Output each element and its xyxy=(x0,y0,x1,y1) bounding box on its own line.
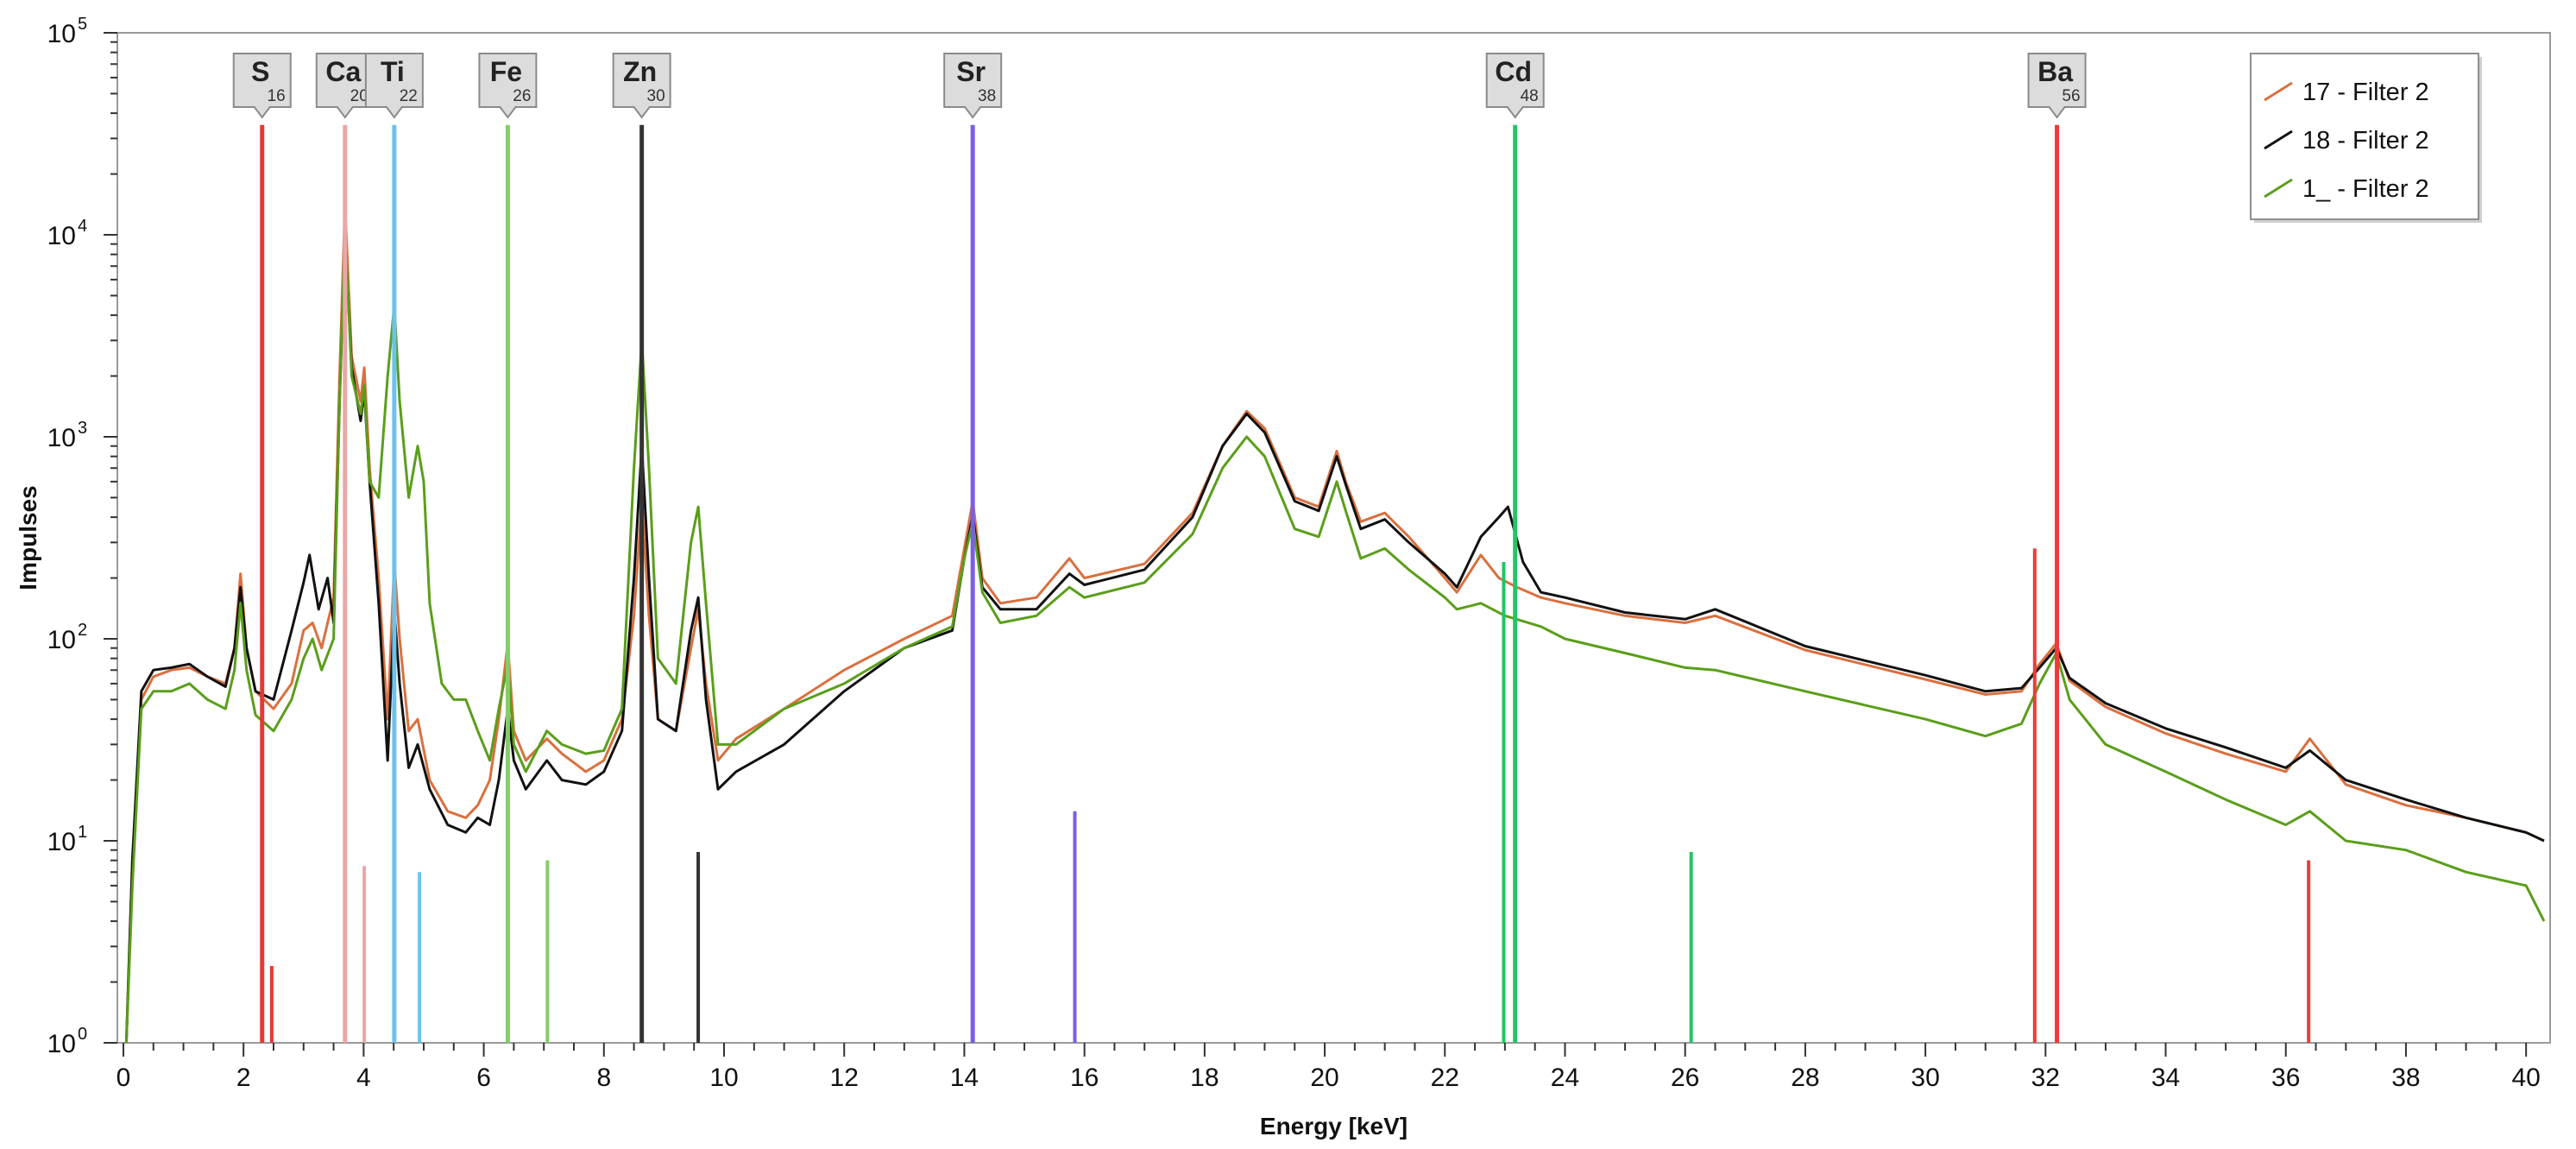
element-number-label: 16 xyxy=(268,87,286,105)
element-symbol-label: Ba xyxy=(2037,56,2073,87)
x-tick-label: 22 xyxy=(1431,1064,1459,1092)
y-tick-label: 10 0 xyxy=(47,1025,88,1058)
element-tag-box-fe xyxy=(478,53,538,119)
y-tick-base: 10 xyxy=(47,424,76,452)
legend-item-label: 18 - Filter 2 xyxy=(2302,127,2429,155)
element-number-label: 30 xyxy=(647,87,665,105)
y-tick-base: 10 xyxy=(47,20,76,48)
x-tick-label: 8 xyxy=(596,1064,611,1092)
x-axis-title: Energy [keV] xyxy=(1260,1113,1408,1140)
plot-area xyxy=(117,32,2551,1044)
y-tick-base: 10 xyxy=(47,626,76,654)
x-tick-label: 34 xyxy=(2151,1064,2180,1092)
x-tick-label: 38 xyxy=(2391,1064,2420,1092)
legend-box xyxy=(2250,53,2479,220)
x-tick-label: 24 xyxy=(1551,1064,1579,1092)
legend-item-label: 17 - Filter 2 xyxy=(2302,79,2429,106)
y-tick-exponent: 0 xyxy=(78,1025,87,1044)
element-number-label: 22 xyxy=(400,87,418,105)
element-number-label: 20 xyxy=(350,87,368,105)
y-tick-label: 10 3 xyxy=(47,419,88,452)
element-number-label: 56 xyxy=(2062,87,2080,105)
legend-swatch xyxy=(2264,81,2293,102)
series-group xyxy=(124,204,2546,1044)
element-symbol-label: Fe xyxy=(490,56,522,87)
y-tick-exponent: 2 xyxy=(78,621,87,640)
element-number-label: 48 xyxy=(1521,87,1539,105)
x-tick-label: 12 xyxy=(830,1064,859,1092)
element-tag-box-cd xyxy=(1485,53,1545,119)
y-tick-label: 10 1 xyxy=(47,823,88,856)
element-symbol-label: S xyxy=(251,56,269,87)
element-symbol-label: Sr xyxy=(956,56,986,87)
x-tick-label: 30 xyxy=(1911,1064,1939,1092)
x-tick-label: 14 xyxy=(950,1064,979,1092)
y-tick-label: 10 2 xyxy=(47,621,88,654)
element-symbol-label: Zn xyxy=(623,56,657,87)
series-line-1 xyxy=(124,233,2545,1044)
legend-item-label: 1_ - Filter 2 xyxy=(2302,175,2429,203)
y-tick-label: 10 4 xyxy=(47,217,88,250)
x-axis: 0 2 4 6 8 10 12 14 16 18 20 22 24 26 28 30 32 34 36 38 40 xyxy=(117,1043,2541,1092)
x-tick-label: 26 xyxy=(1671,1064,1699,1092)
x-tick-label: 28 xyxy=(1791,1064,1819,1092)
element-number-label: 38 xyxy=(978,87,996,105)
element-symbol-label: Cd xyxy=(1495,56,1532,87)
element-tag-box-ba xyxy=(2027,53,2087,119)
y-axis-title: Impulses xyxy=(15,485,41,590)
legend-swatch xyxy=(2264,129,2293,150)
x-tick-label: 20 xyxy=(1310,1064,1338,1092)
element-tag-box-ti xyxy=(364,53,424,119)
element-tag-s: S16 xyxy=(232,53,292,119)
x-tick-label: 36 xyxy=(2271,1064,2300,1092)
x-tick-label: 40 xyxy=(2511,1064,2540,1092)
y-tick-base: 10 xyxy=(47,1030,76,1058)
legend: 17 - Filter 2 18 - Filter 2 1_ - Filter 2 xyxy=(2250,53,2482,223)
y-tick-base: 10 xyxy=(47,828,76,856)
x-tick-label: 4 xyxy=(356,1064,371,1092)
element-tag-box-zn xyxy=(612,53,671,119)
series-line-2 xyxy=(124,224,2546,1044)
x-tick-label: 2 xyxy=(236,1064,251,1092)
y-tick-label: 10 5 xyxy=(47,15,88,48)
legend-swatch xyxy=(2264,178,2293,199)
y-tick-exponent: 3 xyxy=(78,419,87,438)
element-tag-box-sr xyxy=(943,53,1003,119)
y-tick-exponent: 4 xyxy=(78,217,87,236)
x-tick-label: 18 xyxy=(1190,1064,1219,1092)
y-tick-base: 10 xyxy=(47,222,76,250)
x-tick-label: 10 xyxy=(709,1064,738,1092)
element-number-label: 26 xyxy=(513,87,531,105)
x-tick-label: 16 xyxy=(1070,1064,1099,1092)
element-symbol-label: Ca xyxy=(325,56,361,87)
x-tick-label: 0 xyxy=(117,1064,131,1092)
y-tick-exponent: 1 xyxy=(78,823,87,842)
x-tick-label: 6 xyxy=(476,1064,491,1092)
x-tick-label: 32 xyxy=(2031,1064,2060,1092)
element-symbol-label: Ti xyxy=(381,56,405,87)
y-tick-exponent: 5 xyxy=(78,15,87,34)
element-tag-box-s xyxy=(232,53,292,119)
